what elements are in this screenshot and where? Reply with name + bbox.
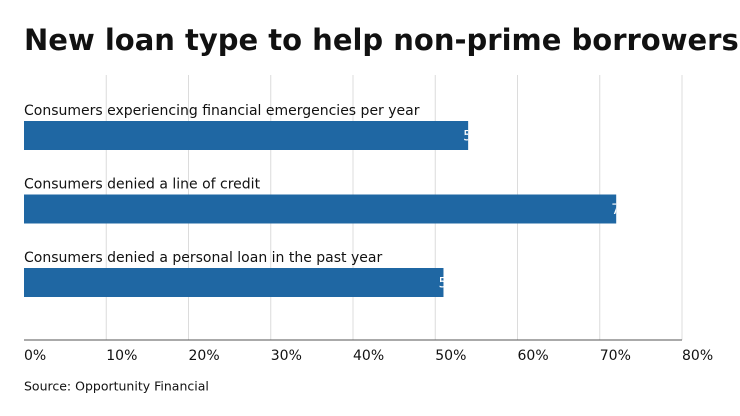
x-tick-label: 50% — [435, 348, 466, 364]
source-note: Source: Opportunity Financial — [24, 379, 209, 394]
x-tick-label: 10% — [106, 348, 137, 364]
bar — [24, 121, 469, 150]
value-label: 72% — [611, 202, 642, 218]
x-tick-label: 0% — [24, 348, 46, 364]
value-label: 54% — [463, 129, 494, 145]
x-tick-label: 40% — [353, 348, 384, 364]
x-tick-label: 30% — [271, 348, 302, 364]
chart-title: New loan type to help non-prime borrower… — [24, 23, 739, 57]
category-label: Consumers denied a line of credit — [24, 177, 261, 193]
x-tick-label: 20% — [189, 348, 220, 364]
category-label: Consumers experiencing financial emergen… — [24, 103, 420, 119]
x-tick-label: 70% — [600, 348, 631, 364]
value-label: 51% — [438, 276, 469, 292]
bar — [24, 268, 444, 297]
x-tick-label: 80% — [682, 348, 713, 364]
x-tick-label: 60% — [518, 348, 549, 364]
bar — [24, 194, 617, 224]
category-label: Consumers denied a personal loan in the … — [24, 250, 382, 266]
